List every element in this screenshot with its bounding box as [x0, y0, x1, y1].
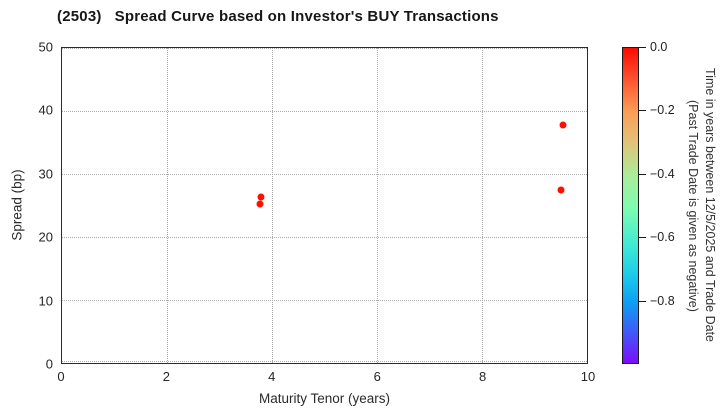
x-tick-label-4: 4: [268, 369, 276, 384]
gridline-x-8: [482, 48, 483, 363]
colorbar-tick-label: −0.6: [650, 230, 675, 245]
chart-title: (2503) Spread Curve based on Investor's …: [57, 8, 499, 25]
y-tick-label-20: 20: [38, 229, 53, 245]
x-tick-label-2: 2: [162, 369, 171, 384]
x-axis-tick-labels: 0 2 4 6 8 10: [57, 369, 595, 385]
x-tick-label-0: 0: [57, 369, 65, 384]
gridline-y-40: [62, 111, 587, 112]
colorbar-tick-mark: [639, 237, 646, 239]
gridline-y-30: [62, 174, 587, 175]
gridline-y-20: [62, 237, 587, 238]
colorbar-label-line1: Time in years between 12/5/2025 and Trad…: [703, 68, 717, 343]
colorbar-tick-label: −0.2: [650, 103, 675, 118]
gridline-x-2: [167, 48, 168, 363]
y-tick-label-50: 50: [38, 39, 53, 55]
y-tick-label-30: 30: [38, 166, 53, 182]
colorbar-tick-marks: [639, 47, 646, 364]
y-tick-label-0: 0: [45, 356, 53, 372]
gridline-x-4: [272, 48, 273, 363]
x-tick-label-6: 6: [373, 369, 381, 384]
colorbar-tick-label: −0.8: [650, 293, 675, 308]
colorbar-tick-mark: [639, 47, 646, 48]
y-axis-label: Spread (bp): [9, 169, 25, 241]
colorbar-tick-mark: [639, 110, 646, 112]
x-axis-label: Maturity Tenor (years): [258, 391, 391, 406]
colorbar-tick-label: −0.4: [650, 166, 675, 181]
colorbar-tick-label: 0.0: [650, 40, 668, 54]
y-tick-label-40: 40: [38, 102, 53, 118]
colorbar-axis-label: Time in years between 12/5/2025 and Trad…: [682, 40, 718, 371]
plot-area: [61, 47, 588, 364]
colorbar-tick-labels: 0.0 −0.2 −0.4 −0.6 −0.8: [650, 40, 692, 364]
gridline-y-10: [62, 300, 587, 301]
colorbar-gradient: [622, 47, 639, 364]
colorbar-tick-mark: [639, 173, 646, 175]
scatter-point: [559, 121, 567, 129]
y-tick-label-10: 10: [38, 293, 53, 309]
gridline-x-6: [377, 48, 378, 363]
colorbar-label-line2: (Past Trade Date is given as negative): [686, 99, 700, 312]
scatter-point: [257, 193, 265, 201]
gridline-y-0: [62, 361, 587, 362]
x-tick-label-10: 10: [580, 369, 596, 384]
gridline-y-50: [62, 48, 587, 49]
scatter-point: [557, 186, 565, 194]
x-tick-label-8: 8: [478, 369, 487, 384]
scatter-point: [256, 200, 264, 208]
y-axis-tick-labels: 0 10 20 30 40 50: [16, 40, 53, 372]
colorbar-tick-mark: [639, 300, 646, 302]
